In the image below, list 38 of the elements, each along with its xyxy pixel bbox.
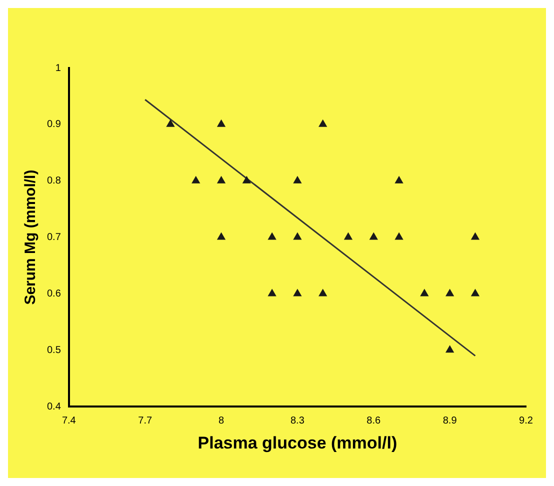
x-tick-label: 8.3 <box>290 415 305 426</box>
x-tick-label: 8.6 <box>366 415 382 426</box>
y-tick-label: 0.7 <box>46 232 62 244</box>
point <box>471 289 480 296</box>
point <box>166 120 174 127</box>
y-axis-title: Serum Mg (mmol/l) <box>22 170 40 305</box>
point <box>318 120 327 127</box>
point <box>192 176 200 184</box>
point <box>293 289 302 296</box>
point <box>242 176 251 184</box>
point <box>420 289 428 296</box>
point <box>370 232 378 240</box>
point <box>217 176 226 184</box>
x-tick-label: 7.7 <box>138 415 152 426</box>
point <box>395 232 403 240</box>
point <box>395 176 403 184</box>
y-tick-label: 1 <box>55 62 62 74</box>
x-tick-label: 8.9 <box>442 415 458 426</box>
y-tick-label: 0.9 <box>46 119 62 130</box>
point <box>293 176 302 184</box>
x-axis-title: Plasma glucose (mmol/l) <box>198 433 398 452</box>
point <box>446 346 454 353</box>
point <box>318 289 327 296</box>
point <box>217 232 226 240</box>
point <box>344 232 352 240</box>
y-tick-label: 0.5 <box>46 344 62 356</box>
point <box>268 289 276 296</box>
y-tick-label: 0.4 <box>46 401 62 412</box>
point <box>217 120 226 127</box>
point <box>446 289 454 296</box>
point <box>293 232 302 240</box>
point <box>471 232 480 240</box>
x-tick-label: 7.4 <box>62 415 76 426</box>
point <box>268 232 276 240</box>
y-tick-label: 0.6 <box>46 288 62 300</box>
x-tick-label: 8 <box>218 415 224 426</box>
x-tick-label: 9.2 <box>519 415 534 426</box>
y-tick-label: 0.8 <box>46 176 62 187</box>
